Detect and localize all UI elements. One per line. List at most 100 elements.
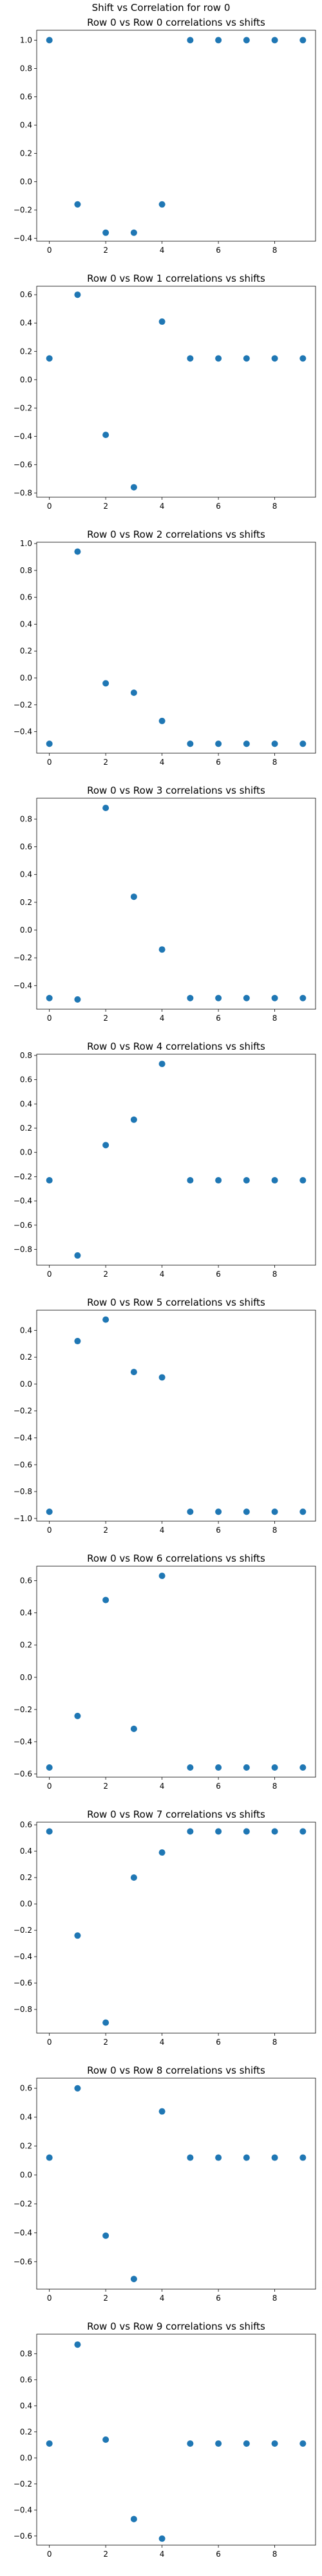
y-tick-label: 0.4 bbox=[20, 1847, 32, 1856]
y-tick-label: 0.0 bbox=[20, 1673, 32, 1682]
data-point bbox=[215, 740, 222, 747]
data-point bbox=[243, 1177, 250, 1184]
data-point bbox=[299, 1828, 307, 1835]
y-tick-label: 0.6 bbox=[20, 593, 32, 602]
y-tick-label: 0.2 bbox=[20, 898, 32, 907]
y-tick-label: −0.4 bbox=[14, 1737, 32, 1746]
data-point bbox=[46, 355, 53, 362]
data-point bbox=[102, 432, 109, 439]
data-point bbox=[243, 37, 250, 44]
y-tick-label: 0.0 bbox=[20, 1899, 32, 1908]
data-point bbox=[74, 1252, 81, 1259]
data-point bbox=[74, 1338, 81, 1345]
y-tick-label: −0.4 bbox=[14, 2505, 32, 2514]
axes-frame bbox=[36, 1566, 316, 1778]
data-point bbox=[243, 740, 250, 747]
y-tick-label: −0.4 bbox=[14, 981, 32, 990]
data-point bbox=[215, 1508, 222, 1515]
x-tick-label: 6 bbox=[216, 2038, 221, 2047]
x-tick-label: 0 bbox=[47, 2550, 52, 2559]
x-tick-label: 0 bbox=[47, 2294, 52, 2303]
y-tick-label: 0.8 bbox=[20, 2349, 32, 2358]
y-tick-label: 0.2 bbox=[20, 1124, 32, 1133]
y-tick-label: −0.2 bbox=[14, 2199, 32, 2208]
y-tick-label: 0.0 bbox=[20, 673, 32, 682]
x-tick-label: 8 bbox=[272, 758, 278, 767]
y-tick-label: −0.8 bbox=[14, 1487, 32, 1496]
y-tick-label: 1.0 bbox=[20, 35, 32, 44]
data-point bbox=[74, 996, 81, 1003]
data-point bbox=[299, 37, 307, 44]
y-tick-label: 0.4 bbox=[20, 1609, 32, 1618]
y-tick-label: 0.8 bbox=[20, 566, 32, 575]
y-tick-label: −0.4 bbox=[14, 432, 32, 441]
data-point bbox=[187, 1177, 194, 1184]
y-tick-label: 0.2 bbox=[20, 646, 32, 655]
data-point bbox=[102, 2436, 109, 2443]
x-tick-label: 4 bbox=[160, 2038, 165, 2047]
x-tick-label: 2 bbox=[103, 1270, 108, 1279]
subplot-title: Row 0 vs Row 3 correlations vs shifts bbox=[87, 785, 265, 796]
subplot-title: Row 0 vs Row 7 correlations vs shifts bbox=[87, 1809, 265, 1820]
x-tick-label: 2 bbox=[103, 2550, 108, 2559]
data-point bbox=[102, 1596, 109, 1603]
y-tick-label: 0.6 bbox=[20, 1576, 32, 1585]
y-tick-label: 0.0 bbox=[20, 1380, 32, 1389]
y-tick-label: 0.0 bbox=[20, 1148, 32, 1157]
y-tick-label: −0.8 bbox=[14, 2005, 32, 2014]
data-point bbox=[46, 740, 53, 747]
x-tick-label: 4 bbox=[160, 2294, 165, 2303]
x-tick-label: 4 bbox=[160, 1782, 165, 1791]
y-tick-label: −0.4 bbox=[14, 727, 32, 736]
y-tick-label: 0.6 bbox=[20, 843, 32, 852]
y-tick-label: 0.2 bbox=[20, 2427, 32, 2436]
y-tick-label: 0.2 bbox=[20, 1353, 32, 1362]
y-tick-label: 0.2 bbox=[20, 1641, 32, 1650]
x-tick-label: 6 bbox=[216, 1014, 221, 1023]
x-tick-label: 0 bbox=[47, 1270, 52, 1279]
axes-frame bbox=[36, 286, 316, 498]
data-point bbox=[130, 1725, 137, 1732]
subplot-title: Row 0 vs Row 5 correlations vs shifts bbox=[87, 1297, 265, 1308]
data-point bbox=[271, 1177, 278, 1184]
x-tick-label: 8 bbox=[272, 1014, 278, 1023]
data-point bbox=[74, 1712, 81, 1719]
y-tick-label: 0.6 bbox=[20, 1820, 32, 1829]
data-point bbox=[187, 1828, 194, 1835]
data-point bbox=[187, 1508, 194, 1515]
y-tick-label: −0.6 bbox=[14, 460, 32, 469]
y-tick-label: −0.2 bbox=[14, 953, 32, 962]
subplot-9: Row 0 vs Row 9 correlations vs shifts 0 2 4… bbox=[14, 2321, 316, 2559]
data-point bbox=[299, 1177, 307, 1184]
y-tick-label: −0.6 bbox=[14, 1460, 32, 1469]
x-tick-label: 0 bbox=[47, 758, 52, 767]
data-point bbox=[158, 2535, 166, 2542]
y-tick-label: 0.4 bbox=[20, 619, 32, 628]
x-tick-label: 6 bbox=[216, 1782, 221, 1791]
x-tick-label: 2 bbox=[103, 246, 108, 255]
subplot-1: Row 0 vs Row 1 correlations vs shifts 0 2 4… bbox=[14, 273, 316, 511]
x-tick-label: 0 bbox=[47, 1014, 52, 1023]
data-point bbox=[130, 2276, 137, 2283]
y-tick-label: 0.2 bbox=[20, 2142, 32, 2151]
data-point bbox=[187, 2440, 194, 2447]
data-point bbox=[243, 2440, 250, 2447]
axes-frame bbox=[36, 798, 316, 1010]
x-tick-label: 2 bbox=[103, 1014, 108, 1023]
data-point bbox=[130, 2516, 137, 2523]
data-point bbox=[215, 1177, 222, 1184]
y-tick-label: 0.0 bbox=[20, 178, 32, 187]
y-tick-label: −0.2 bbox=[14, 1926, 32, 1935]
y-tick-label: 0.4 bbox=[20, 1099, 32, 1108]
figure-suptitle: Shift vs Correlation for row 0 bbox=[92, 2, 231, 14]
subplot-0: Row 0 vs Row 0 correlations vs shifts 0 2 4… bbox=[14, 17, 316, 255]
x-tick-label: 8 bbox=[272, 2294, 278, 2303]
data-point bbox=[187, 740, 194, 747]
data-point bbox=[158, 201, 166, 208]
subplot-6: Row 0 vs Row 6 correlations vs shifts 0 2 4… bbox=[14, 1553, 316, 1791]
y-tick-label: −0.8 bbox=[14, 1245, 32, 1254]
subplot-title: Row 0 vs Row 9 correlations vs shifts bbox=[87, 2321, 265, 2332]
subplot-3: Row 0 vs Row 3 correlations vs shifts 0 2 4… bbox=[14, 785, 316, 1023]
y-tick-label: 0.8 bbox=[20, 814, 32, 823]
x-tick-label: 8 bbox=[272, 1782, 278, 1791]
